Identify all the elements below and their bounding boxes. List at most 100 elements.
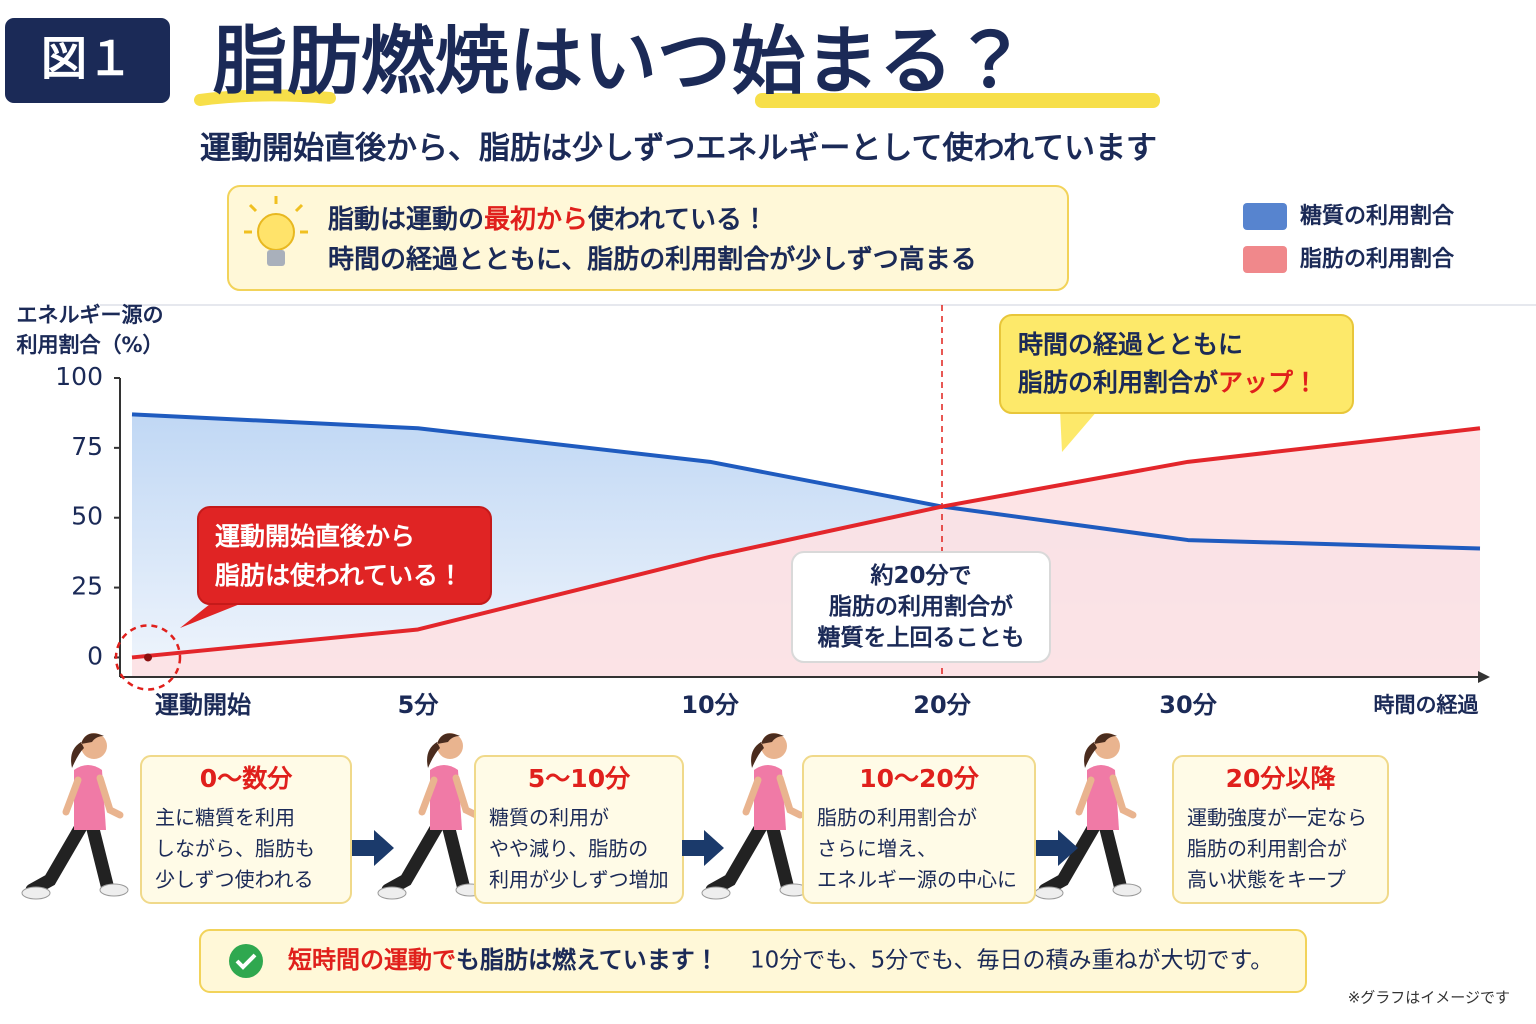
y-tick-label: 0 [87,641,103,670]
text-line: 約20分で [869,562,971,589]
underline [194,89,336,106]
text-segment: 脂動は運動の [328,205,484,235]
callout-tail [1060,410,1098,452]
text-segment: 短時間の運動で [288,946,456,974]
subtitle: 運動開始直後から、脂肪は少しずつエネルギーとして使われています [200,131,1157,167]
legend-swatch [1243,246,1287,273]
stage-text: 主に糖質を利用 [155,806,295,830]
text-line: 脂肪の利用割合がアップ！ [1018,368,1318,397]
text-segment: 脂肪の利用割合が [829,593,1013,620]
text-line: 脂肪の利用割合が [829,593,1013,620]
text-line: 時間の経過とともに [1018,330,1243,359]
hair [427,733,460,768]
step-arrow [352,830,394,866]
text-segment: 脂肪は使われている！ [215,561,463,590]
text-segment: 時間の経過とともに [1018,330,1243,359]
leg [25,818,114,897]
text-segment: も脂肪は燃えています！ [456,946,719,974]
walker-figure [1034,733,1142,900]
stage-title: 20分以降 [1226,764,1337,793]
stage-box [802,755,1036,904]
stage-box [140,755,352,904]
hair [71,733,104,768]
arm [62,776,82,816]
start-highlight [114,624,182,691]
badge: 図１ [41,32,133,86]
line [131,412,1481,551]
text-line: 脂肪は使われている！ [215,561,463,590]
stage-text: 利用が少しずつ増加 [489,868,669,892]
y-tick-label: 50 [71,502,103,531]
text-line: 短時間の運動でも脂肪は燃えています！ [288,946,719,974]
stage-text: 高い状態をキープ [1187,868,1346,892]
y-axis-label: 利用割合（%） [16,333,163,357]
stage-text: 少しずつ使われる [155,868,314,892]
shoe [99,883,129,897]
y-tick-label: 100 [55,362,103,391]
text-segment: 運動開始直後から [215,522,415,551]
arm [418,776,438,816]
info-box [227,185,1069,291]
x-axis-label: 時間の経過 [1374,693,1479,717]
line [131,426,1481,660]
stage-text: 脂肪の利用割合が [1187,837,1347,861]
arm [776,774,804,819]
hair [1084,733,1117,768]
step-arrow [1036,830,1078,866]
shoe [21,886,51,900]
shoe [1112,883,1142,897]
text-line: 糖質を上回ることも [818,624,1025,651]
y-tick-label: 25 [71,572,103,601]
arm [1075,776,1095,816]
arm [452,774,480,819]
stage-text: さらに増え、 [817,837,937,861]
x-tick-label: 30分 [1159,691,1217,719]
stage-title: 10～20分 [859,764,980,793]
stage-text: 運動強度が一定なら [1187,806,1367,830]
stage-text: 糖質の利用が [489,806,609,830]
text-line: 脂動は運動の最初から使われている！ [328,205,768,235]
stage-text: やや減り、脂肪の [489,837,648,861]
y-axis-label: エネルギー源の [17,303,164,327]
callout [197,506,492,605]
note: ※グラフはイメージです [1348,989,1510,1007]
x-tick-label: 20分 [913,691,971,719]
check-mark [235,953,257,970]
text-segment: 脂肪の利用割合が [1018,368,1218,397]
text-segment: 使われている！ [587,205,768,235]
stage-text: 脂肪の利用割合が [817,806,977,830]
callout [791,551,1051,663]
leg [705,818,794,897]
walker-figure [701,733,809,900]
stage-text: エネルギー源の中心に [817,868,1017,892]
walker-figure [377,733,485,900]
y-tick-label: 75 [71,432,103,461]
text-line: 時間の経過とともに、脂肪の利用割合が少しずつ高まる [328,244,977,275]
stage-title: 5～10分 [528,764,631,793]
text-segment: 約20分で [869,562,971,589]
x-axis-arrow [1478,671,1490,683]
arm [1109,774,1137,819]
text-segment: アップ！ [1218,368,1318,397]
x-tick-label: 運動開始 [155,691,251,719]
title: 脂肪燃焼はいつ始まる？ [213,19,1027,105]
legend-swatch [1243,203,1287,230]
arm [96,774,124,819]
shoe [701,886,731,900]
underline [755,93,1160,108]
legend-label: 糖質の利用割合 [1300,203,1455,229]
callout [999,314,1354,414]
check-icon [229,944,263,978]
arm [742,776,762,816]
stage-title: 0～数分 [200,764,293,793]
stage-box [474,755,684,904]
bulb-icon [244,196,308,266]
text-segment: 糖質を上回ることも [818,624,1025,651]
shoe [1034,886,1064,900]
stage-box [1172,755,1389,904]
footer-message: 10分でも、5分でも、毎日の積み重ねが大切です。 [750,948,1273,974]
start-dot [144,653,152,662]
x-tick-label: 10分 [681,691,739,719]
text-line: 運動開始直後から [215,522,415,551]
